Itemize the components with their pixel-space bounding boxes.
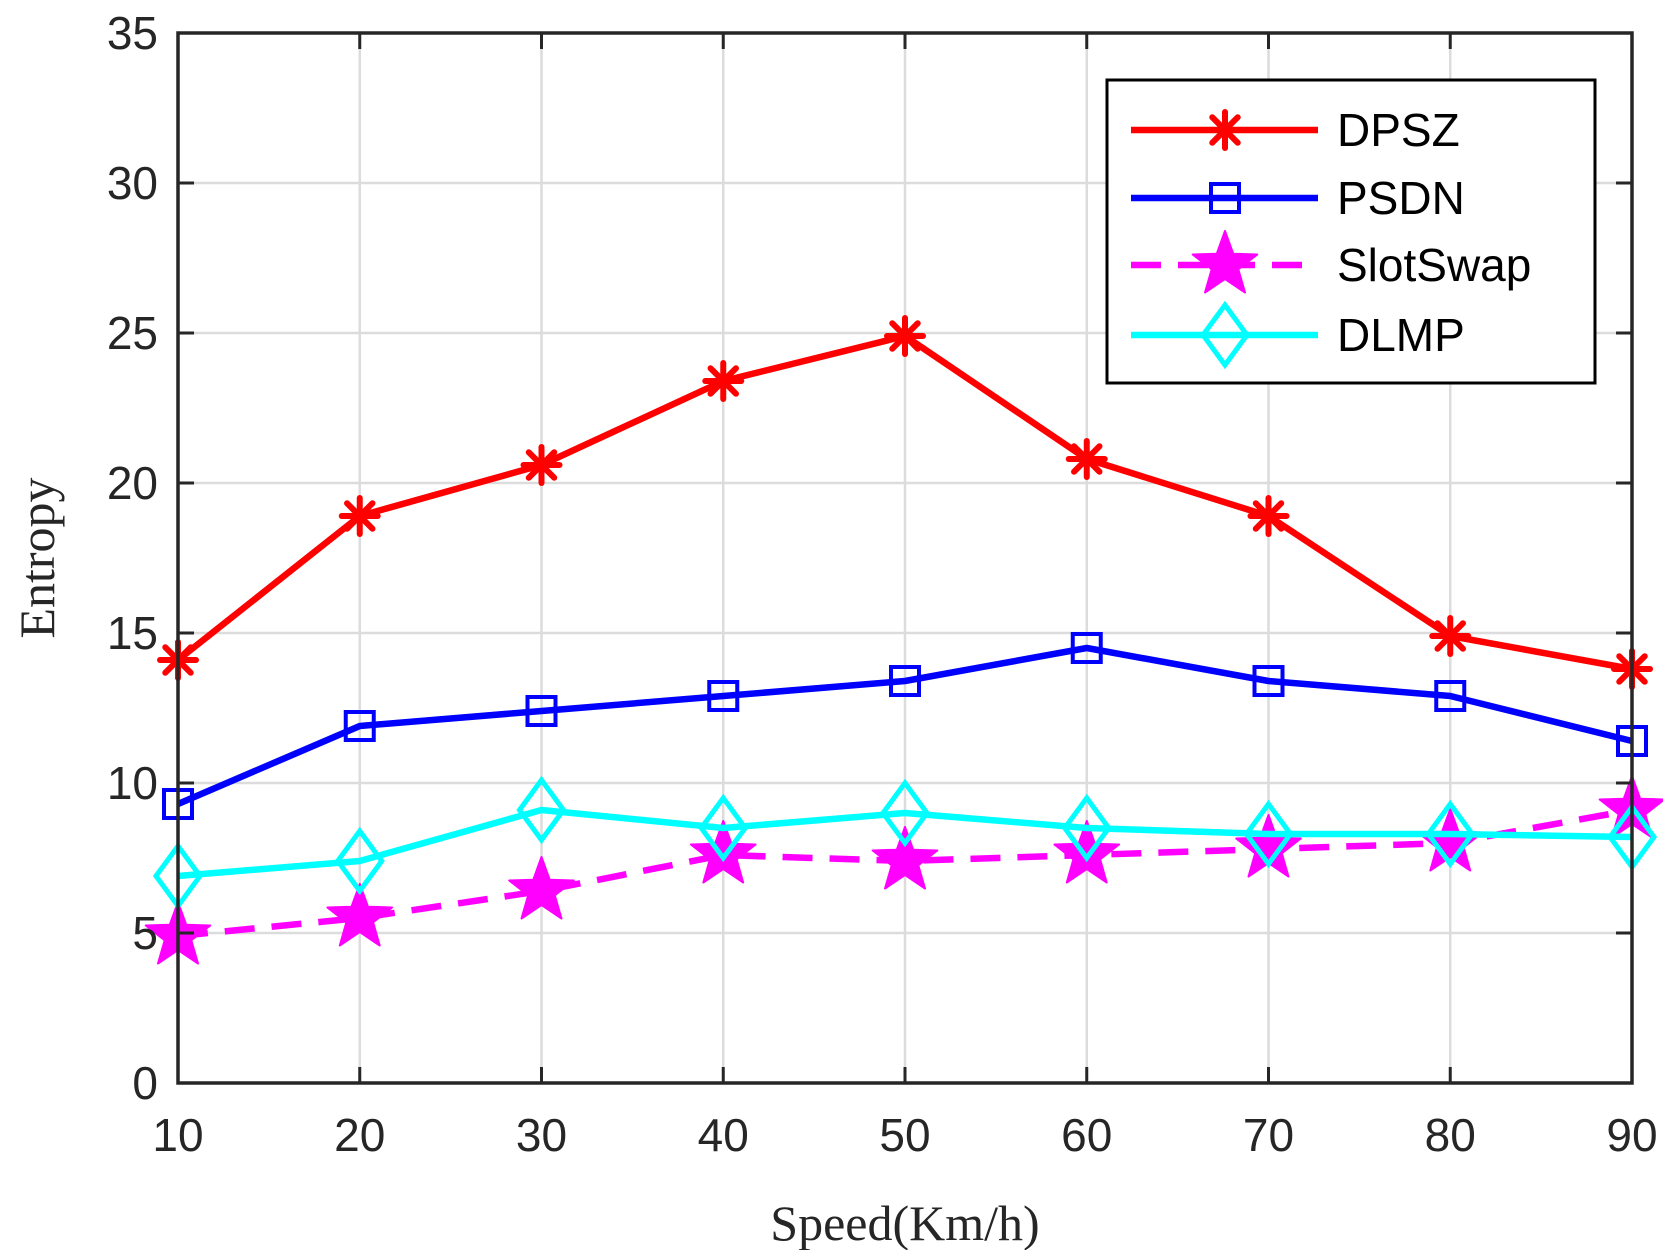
x-axis-title: Speed(Km/h) bbox=[770, 1195, 1039, 1250]
data-point-slotswap bbox=[1053, 820, 1121, 884]
y-tick-label: 15 bbox=[107, 607, 158, 659]
data-point-dlmp bbox=[1243, 799, 1294, 869]
data-point-slotswap bbox=[326, 883, 394, 947]
data-point-dpsz bbox=[520, 444, 563, 486]
y-tick-label: 10 bbox=[107, 757, 158, 809]
legend-item-psdn: PSDN bbox=[1131, 172, 1465, 224]
data-point-psdn bbox=[1434, 680, 1467, 712]
tick-labels: 10 20 30 40 50 60 70 80 90 0 5 10 15 20 25 30 35 bbox=[107, 7, 1658, 1161]
axis-ticks bbox=[176, 31, 1634, 1085]
data-point-slotswap bbox=[689, 820, 757, 884]
legend-label-dlmp: DLMP bbox=[1337, 309, 1465, 361]
legend-label-slotswap: SlotSwap bbox=[1337, 239, 1531, 291]
x-tick-label: 20 bbox=[334, 1109, 385, 1161]
plot-series bbox=[144, 315, 1663, 965]
data-point-slotswap bbox=[871, 826, 939, 890]
data-point-psdn bbox=[1070, 632, 1103, 664]
data-point-dlmp bbox=[1061, 793, 1112, 863]
marker-stroke bbox=[525, 449, 558, 481]
marker-stroke bbox=[889, 320, 921, 352]
data-point-psdn bbox=[707, 680, 740, 712]
legend-marker-slotswap bbox=[1191, 230, 1259, 294]
y-tick-label: 5 bbox=[132, 907, 158, 959]
marker-stroke bbox=[1071, 443, 1103, 475]
data-point-dlmp bbox=[1425, 799, 1476, 869]
series-dlmp bbox=[152, 775, 1658, 911]
legend-item-dpsz: DPSZ bbox=[1131, 104, 1460, 156]
y-tick-label: 20 bbox=[107, 457, 158, 509]
y-tick-label: 30 bbox=[107, 157, 158, 209]
series-line-psdn bbox=[176, 644, 1633, 807]
legend-marker-psdn bbox=[1209, 182, 1241, 214]
data-point-slotswap bbox=[508, 856, 575, 920]
y-axis-title: Entropy bbox=[9, 477, 65, 638]
data-point-dlmp bbox=[879, 778, 931, 848]
legend-label-psdn: PSDN bbox=[1337, 172, 1465, 224]
data-point-dpsz bbox=[702, 360, 745, 402]
x-tick-label: 80 bbox=[1425, 1109, 1476, 1161]
data-point-psdn bbox=[1252, 665, 1285, 697]
marker-stroke bbox=[1434, 620, 1466, 652]
marker-stroke bbox=[344, 500, 376, 532]
legend-marker-dpsz bbox=[1204, 109, 1246, 151]
legend-marker-dlmp bbox=[1199, 300, 1251, 370]
legend-item-slotswap: SlotSwap bbox=[1131, 230, 1531, 294]
data-point-dpsz bbox=[1247, 495, 1290, 537]
y-tick-label: 0 bbox=[132, 1057, 158, 1109]
x-tick-label: 70 bbox=[1243, 1109, 1294, 1161]
data-point-dpsz bbox=[338, 495, 381, 537]
x-tick-label: 30 bbox=[516, 1109, 567, 1161]
series-line-dlmp bbox=[177, 806, 1633, 880]
series-dpsz bbox=[157, 315, 1653, 690]
x-tick-label: 50 bbox=[879, 1109, 930, 1161]
x-tick-label: 40 bbox=[698, 1109, 749, 1161]
x-tick-label: 60 bbox=[1061, 1109, 1112, 1161]
x-tick-label: 10 bbox=[152, 1109, 203, 1161]
marker-stroke bbox=[1209, 114, 1241, 146]
data-point-dpsz bbox=[884, 315, 926, 357]
data-point-dpsz bbox=[1429, 615, 1472, 657]
x-tick-label: 90 bbox=[1606, 1109, 1657, 1161]
y-tick-label: 25 bbox=[107, 307, 158, 359]
data-point-dlmp bbox=[334, 826, 385, 896]
data-point-psdn bbox=[525, 695, 558, 727]
y-tick-label: 35 bbox=[107, 7, 158, 59]
data-point-dlmp bbox=[516, 775, 567, 845]
data-point-psdn bbox=[889, 665, 921, 697]
data-point-psdn bbox=[343, 710, 376, 742]
marker-stroke bbox=[707, 365, 739, 397]
legend-item-dlmp: DLMP bbox=[1131, 300, 1465, 370]
data-point-dpsz bbox=[1065, 438, 1108, 480]
legend: DPSZ PSDN SlotSwap DLMP bbox=[1105, 78, 1597, 385]
data-point-dlmp bbox=[698, 793, 749, 863]
legend-label-dpsz: DPSZ bbox=[1337, 104, 1460, 156]
marker-stroke bbox=[1252, 500, 1285, 532]
